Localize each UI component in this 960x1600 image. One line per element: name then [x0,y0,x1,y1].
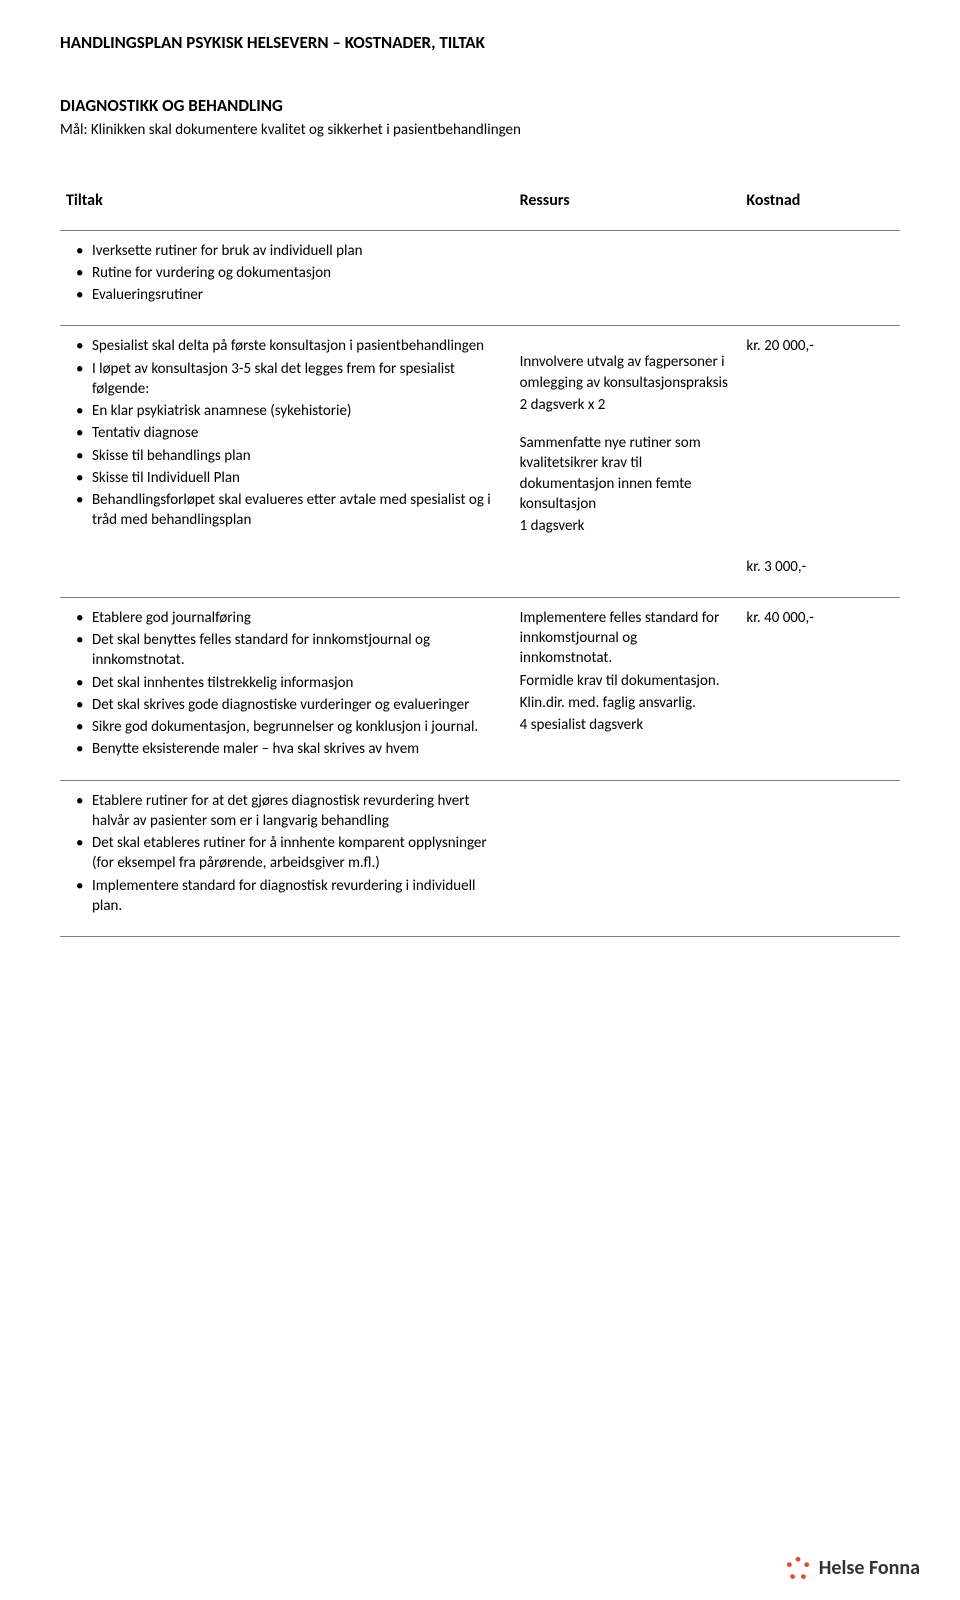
list-item: Spesialist skal delta på første konsulta… [66,336,506,356]
ressurs-line: Innvolvere utvalg av fagpersoner i omleg… [520,352,733,393]
ressurs-cell: Innvolvere utvalg av fagpersoner i omleg… [514,326,741,598]
tiltak-list: Etablere rutiner for at det gjøres diagn… [66,791,506,917]
ressurs-line: Implementere felles standard for innkoms… [520,608,733,669]
section-title: DIAGNOSTIKK OG BEHANDLING [60,95,900,118]
list-item: Benytte eksisterende maler – hva skal sk… [66,739,506,759]
ressurs-cell [514,780,741,937]
ressurs-line: Formidle krav til dokumentasjon. [520,671,733,691]
list-item: Skisse til Individuell Plan [66,468,506,488]
ressurs-line: 2 dagsverk x 2 [520,395,733,415]
list-item: Iverksette rutiner for bruk av individue… [66,241,506,261]
table-row: Spesialist skal delta på første konsulta… [60,326,900,598]
list-item: Skisse til behandlings plan [66,446,506,466]
list-item: Det skal skrives gode diagnostiske vurde… [66,695,506,715]
tiltak-list: Iverksette rutiner for bruk av individue… [66,241,506,306]
ressurs-line: 1 dagsverk [520,516,733,536]
doc-title: HANDLINGSPLAN PSYKISK HELSEVERN – KOSTNA… [60,32,900,55]
logo-text: Helse Fonna [819,1555,920,1582]
list-item: Sikre god dokumentasjon, begrunnelser og… [66,717,506,737]
kostnad-cell [740,780,900,937]
list-item: Det skal etableres rutiner for å innhent… [66,833,506,874]
ressurs-cell [514,230,741,326]
ressurs-line: Klin.dir. med. faglig ansvarlig. [520,693,733,713]
tiltak-list: Spesialist skal delta på første konsulta… [66,336,506,530]
table-row: Iverksette rutiner for bruk av individue… [60,230,900,326]
ressurs-line: Sammenfatte nye rutiner som kvalitetsikr… [520,433,733,514]
ressurs-cell: Implementere felles standard for innkoms… [514,597,741,780]
list-item: Evalueringsrutiner [66,285,506,305]
table-row: Etablere rutiner for at det gjøres diagn… [60,780,900,937]
star-icon [785,1556,811,1582]
header-kostnad: Kostnad [740,180,900,230]
list-item: Etablere god journalføring [66,608,506,628]
list-item: Etablere rutiner for at det gjøres diagn… [66,791,506,832]
list-item: Rutine for vurdering og dokumentasjon [66,263,506,283]
list-item: Det skal benyttes felles standard for in… [66,630,506,671]
list-item: Behandlingsforløpet skal evalueres etter… [66,490,506,531]
header-tiltak: Tiltak [60,180,514,230]
kostnad-cell: kr. 40 000,- [740,597,900,780]
main-table: Tiltak Ressurs Kostnad Iverksette rutine… [60,180,900,937]
kostnad-line: kr. 20 000,- [746,336,892,356]
goal-text: Klinikken skal dokumentere kvalitet og s… [91,121,521,139]
kostnad-cell: kr. 20 000,- kr. 3 000,- [740,326,900,598]
footer-logo: Helse Fonna [785,1555,920,1582]
kostnad-line: kr. 40 000,- [746,608,892,628]
list-item: Implementere standard for diagnostisk re… [66,876,506,917]
kostnad-line: kr. 3 000,- [746,557,892,577]
kostnad-cell [740,230,900,326]
ressurs-line: 4 spesialist dagsverk [520,715,733,735]
list-item: Tentativ diagnose [66,423,506,443]
list-item: I løpet av konsultasjon 3-5 skal det leg… [66,359,506,400]
section-goal: Mål: Klinikken skal dokumentere kvalitet… [60,120,900,140]
list-item: En klar psykiatrisk anamnese (sykehistor… [66,401,506,421]
table-row: Etablere god journalføring Det skal beny… [60,597,900,780]
header-ressurs: Ressurs [514,180,741,230]
goal-prefix: Mål: [60,121,91,139]
list-item: Det skal innhentes tilstrekkelig informa… [66,673,506,693]
tiltak-list: Etablere god journalføring Det skal beny… [66,608,506,760]
